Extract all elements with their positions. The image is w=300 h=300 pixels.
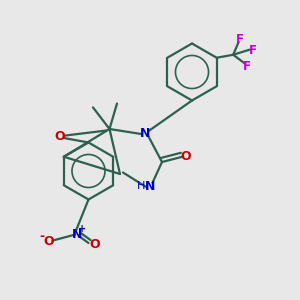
Text: +: +: [78, 224, 87, 234]
Text: F: F: [249, 44, 257, 57]
Text: O: O: [89, 238, 100, 251]
Text: O: O: [180, 149, 191, 163]
Text: N: N: [72, 227, 82, 241]
Text: O: O: [55, 130, 65, 143]
Text: F: F: [243, 60, 251, 73]
Text: O: O: [43, 235, 54, 248]
Text: F: F: [236, 33, 244, 46]
Text: N: N: [145, 179, 155, 193]
Text: H: H: [137, 181, 145, 191]
Text: N: N: [140, 127, 151, 140]
Text: -: -: [39, 230, 45, 243]
